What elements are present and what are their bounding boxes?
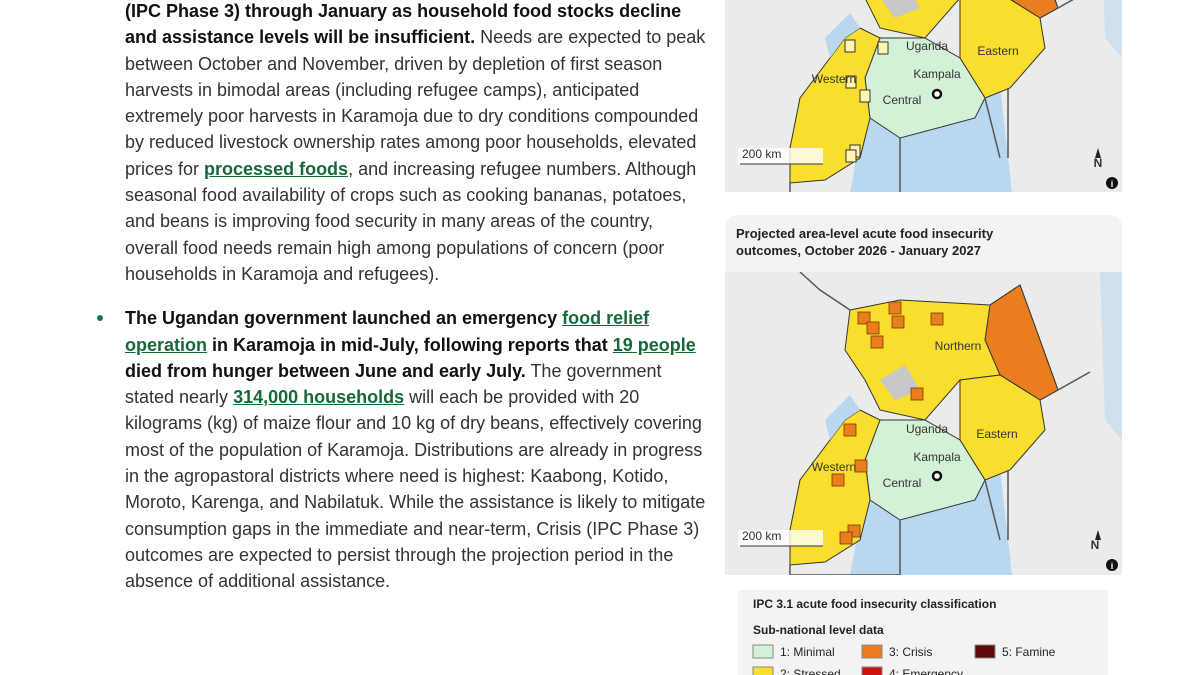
map-label: Kampala <box>913 450 961 464</box>
legend-swatch <box>861 644 883 659</box>
map-label: Western <box>812 460 856 474</box>
map-label: Uganda <box>906 39 948 53</box>
legend-item: 3: Crisis <box>889 645 932 659</box>
map-label: Central <box>883 93 922 107</box>
map-title: Projected area-level acute food insecuri… <box>736 226 994 258</box>
legend-subtitle: Sub-national level data <box>753 623 884 637</box>
map-label: Eastern <box>977 44 1018 58</box>
legend-title: IPC 3.1 acute food insecurity classifica… <box>753 597 996 611</box>
bullet-item: The Ugandan government launched an emerg… <box>97 305 707 594</box>
paragraph: (IPC Phase 3) through January as househo… <box>125 0 707 287</box>
legend-swatch <box>752 644 774 659</box>
article-text: (IPC Phase 3) through January as househo… <box>97 0 707 595</box>
bold-text: (IPC Phase 3) through January as househo… <box>125 1 682 48</box>
legend-item: 5: Famine <box>1002 645 1056 659</box>
link[interactable]: food relief operation <box>125 308 650 355</box>
map-north: N <box>1091 538 1100 552</box>
legend-box <box>738 590 1108 675</box>
map-card-header <box>725 215 1122 272</box>
legend-swatch <box>974 644 996 659</box>
link[interactable]: 314,000 households <box>233 387 405 408</box>
map-label: Eastern <box>976 427 1017 441</box>
map-label: Kampala <box>913 67 961 81</box>
text: The government stated nearly <box>125 360 662 408</box>
link[interactable]: 19 people <box>612 334 696 355</box>
text: Needs are expected to peak between Octob… <box>125 27 706 179</box>
text: will each be provided with 20 kilograms … <box>125 387 706 592</box>
legend-item: 2: Stressed <box>780 667 841 675</box>
legend-swatch <box>861 666 883 675</box>
current-map <box>725 0 1122 192</box>
bold-text: The Ugandan government launched an emerg… <box>125 308 563 329</box>
legend-item: 4: Emergency <box>889 667 963 675</box>
map-scale: 200 km <box>742 147 781 161</box>
map-north: N <box>1094 156 1103 170</box>
legend-swatch <box>752 666 774 675</box>
map-label: Uganda <box>906 422 948 436</box>
projected-map <box>725 272 1122 575</box>
map-label: Central <box>883 476 922 490</box>
map-label: Western <box>812 72 856 86</box>
bullet-list: The Ugandan government launched an emerg… <box>97 305 707 594</box>
map-scale: 200 km <box>742 529 781 543</box>
link[interactable]: processed foods <box>204 158 349 179</box>
bold-text: in Karamoja in mid-July, following repor… <box>207 334 613 355</box>
bold-text: died from hunger between June and early … <box>125 360 526 381</box>
map-label: Northern <box>935 339 982 353</box>
legend-item: 1: Minimal <box>780 645 835 659</box>
text: , and increasing refugee numbers. Althou… <box>125 158 697 284</box>
